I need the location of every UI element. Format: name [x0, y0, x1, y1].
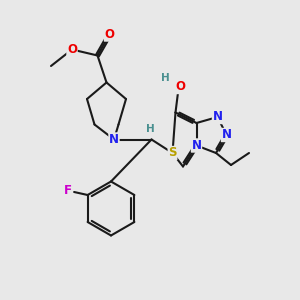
Text: H: H	[146, 124, 154, 134]
Text: O: O	[104, 28, 115, 41]
Text: S: S	[168, 146, 177, 160]
Text: H: H	[160, 73, 169, 83]
Text: F: F	[64, 184, 72, 197]
Text: O: O	[175, 80, 185, 94]
Text: N: N	[212, 110, 223, 124]
Text: N: N	[109, 133, 119, 146]
Text: N: N	[191, 139, 202, 152]
Text: N: N	[221, 128, 232, 142]
Text: O: O	[67, 43, 77, 56]
